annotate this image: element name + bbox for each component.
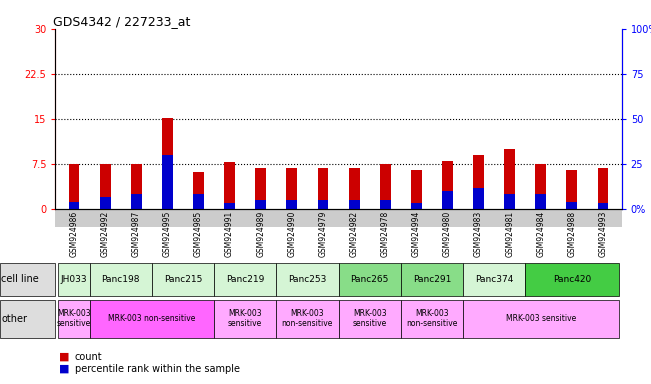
Text: percentile rank within the sample: percentile rank within the sample	[75, 364, 240, 374]
Bar	[535, 194, 546, 209]
Text: ■: ■	[59, 352, 69, 362]
Text: MRK-003
sensitive: MRK-003 sensitive	[352, 309, 387, 328]
Bar	[286, 168, 298, 209]
Text: Panc265: Panc265	[350, 275, 389, 284]
Bar	[473, 155, 484, 209]
Text: cell line: cell line	[1, 274, 39, 285]
Bar	[162, 118, 173, 209]
Text: Panc215: Panc215	[164, 275, 202, 284]
Bar	[535, 164, 546, 209]
Bar	[318, 168, 328, 209]
Bar	[566, 202, 577, 209]
Bar	[442, 191, 453, 209]
Text: Panc253: Panc253	[288, 275, 327, 284]
Bar	[411, 203, 422, 209]
Bar	[473, 188, 484, 209]
Bar	[566, 170, 577, 209]
Text: count: count	[75, 352, 102, 362]
Text: MRK-003
non-sensitive: MRK-003 non-sensitive	[282, 309, 333, 328]
Text: Panc198: Panc198	[102, 275, 140, 284]
Text: MRK-003
non-sensitive: MRK-003 non-sensitive	[406, 309, 458, 328]
Bar	[411, 170, 422, 209]
Bar	[68, 164, 79, 209]
Bar	[286, 200, 298, 209]
Bar	[224, 162, 235, 209]
Text: MRK-003 non-sensitive: MRK-003 non-sensitive	[108, 314, 195, 323]
Bar	[598, 203, 609, 209]
Bar	[100, 164, 111, 209]
Bar	[505, 194, 515, 209]
Bar	[380, 200, 391, 209]
Bar	[380, 164, 391, 209]
Text: JH033: JH033	[61, 275, 87, 284]
Text: other: other	[1, 314, 27, 324]
Bar	[349, 200, 359, 209]
Text: MRK-003
sensitive: MRK-003 sensitive	[228, 309, 262, 328]
Text: MRK-003
sensitive: MRK-003 sensitive	[57, 309, 91, 328]
Bar	[224, 203, 235, 209]
Text: Panc420: Panc420	[553, 275, 591, 284]
Text: ■: ■	[59, 364, 69, 374]
Text: Panc219: Panc219	[226, 275, 264, 284]
Bar	[255, 200, 266, 209]
Bar	[598, 168, 609, 209]
Bar	[349, 168, 359, 209]
Bar	[255, 168, 266, 209]
Bar	[100, 197, 111, 209]
Text: Panc374: Panc374	[475, 275, 513, 284]
Bar	[442, 161, 453, 209]
Bar	[318, 200, 328, 209]
Bar	[162, 155, 173, 209]
Bar	[193, 194, 204, 209]
Bar	[193, 172, 204, 209]
Text: MRK-003 sensitive: MRK-003 sensitive	[506, 314, 576, 323]
Bar	[505, 149, 515, 209]
Bar	[131, 194, 142, 209]
Text: Panc291: Panc291	[413, 275, 451, 284]
Bar	[131, 164, 142, 209]
Bar	[68, 202, 79, 209]
Text: GDS4342 / 227233_at: GDS4342 / 227233_at	[53, 15, 190, 28]
